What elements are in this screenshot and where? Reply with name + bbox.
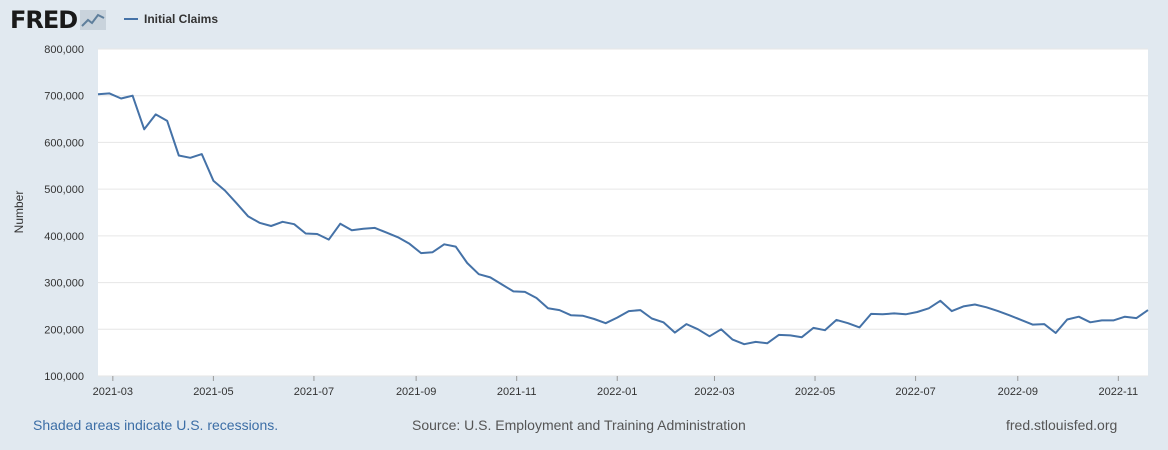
y-tick-label: 700,000 <box>44 91 84 103</box>
y-tick-label: 200,000 <box>44 324 84 336</box>
y-tick-label: 100,000 <box>44 371 84 383</box>
chart-legend[interactable]: Initial Claims <box>124 12 218 26</box>
y-tick-label: 600,000 <box>44 137 84 149</box>
y-tick-label: 500,000 <box>44 184 84 196</box>
fred-logo[interactable]: FRED <box>10 6 107 34</box>
x-tick-label: 2021-09 <box>396 386 436 398</box>
x-tick-label: 2021-03 <box>93 386 133 398</box>
logo-text: FRED <box>10 6 78 34</box>
y-axis-label: Number <box>12 191 26 234</box>
plot-area <box>98 49 1148 376</box>
x-tick-label: 2022-01 <box>597 386 637 398</box>
legend-label: Initial Claims <box>144 12 219 26</box>
x-tick-label: 2022-03 <box>694 386 734 398</box>
recession-note-link[interactable]: Shaded areas indicate U.S. recessions. <box>33 417 279 433</box>
site-link[interactable]: fred.stlouisfed.org <box>1006 417 1118 433</box>
chart-line-icon <box>80 10 107 30</box>
x-tick-label: 2021-05 <box>193 386 233 398</box>
series-line-initial-claims[interactable] <box>97 92 1149 346</box>
x-tick-label: 2022-11 <box>1099 386 1139 398</box>
x-tick-label: 2021-11 <box>497 386 537 398</box>
legend-swatch <box>124 18 138 20</box>
x-tick-label: 2022-05 <box>795 386 835 398</box>
x-tick-label: 2022-07 <box>895 386 935 398</box>
x-tick-label: 2022-09 <box>998 386 1038 398</box>
y-tick-label: 800,000 <box>44 44 84 56</box>
source-text: Source: U.S. Employment and Training Adm… <box>412 417 746 433</box>
y-tick-label: 300,000 <box>44 278 84 290</box>
y-tick-label: 400,000 <box>44 231 84 243</box>
x-tick-label: 2021-07 <box>294 386 334 398</box>
